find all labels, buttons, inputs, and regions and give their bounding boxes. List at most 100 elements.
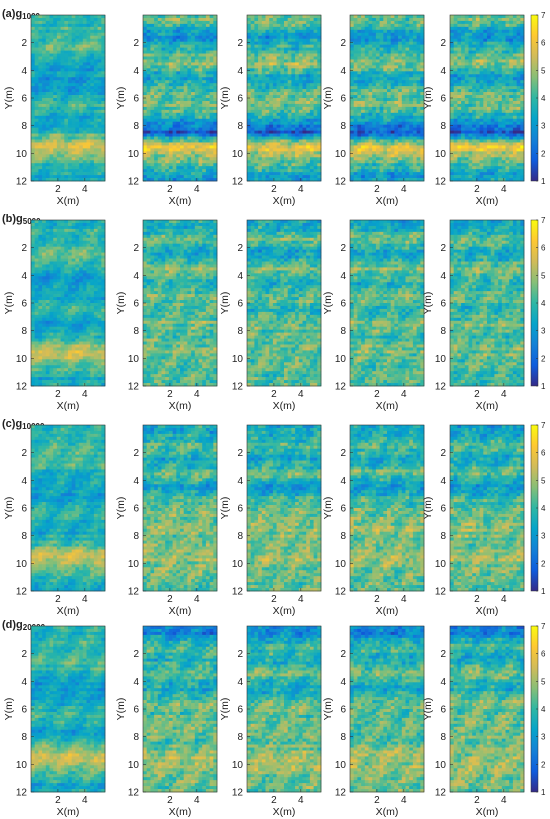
heatmap-cell (162, 83, 166, 86)
heatmap-cell (509, 71, 513, 74)
heatmap-cell (277, 119, 281, 122)
heatmap-cell (206, 172, 210, 175)
heatmap-cell (199, 68, 203, 71)
heatmap-cell (277, 140, 281, 143)
heatmap-cell (191, 42, 195, 45)
heatmap-cell (461, 74, 465, 77)
heatmap-cell (143, 54, 147, 57)
heatmap-cell (357, 36, 361, 39)
heatmap-cell (87, 101, 91, 104)
heatmap-cell (72, 151, 76, 154)
heatmap-cell (513, 48, 517, 51)
heatmap-cell (31, 137, 35, 140)
heatmap-cell (291, 54, 295, 57)
heatmap-cell (465, 65, 469, 68)
heatmap-cell (273, 24, 277, 27)
heatmap-cell (350, 39, 354, 42)
heatmap-cell (173, 137, 177, 140)
heatmap-cell (90, 92, 94, 95)
heatmap-cell (394, 68, 398, 71)
heatmap-cell (417, 77, 421, 80)
heatmap-cell (406, 48, 410, 51)
heatmap-cell (61, 62, 65, 65)
heatmap-cell (365, 113, 369, 116)
heatmap-cell (480, 30, 484, 33)
heatmap-cell (465, 15, 469, 18)
heatmap-cell (376, 62, 380, 65)
heatmap-cell (295, 148, 299, 151)
heatmap-cell (173, 157, 177, 160)
heatmap-cell (266, 42, 270, 45)
heatmap-cell (299, 18, 303, 21)
heatmap-cell (357, 86, 361, 89)
heatmap-cell (98, 119, 102, 122)
heatmap-cell (202, 92, 206, 95)
heatmap-cell (31, 77, 35, 80)
heatmap-cell (206, 24, 210, 27)
heatmap-cell (480, 68, 484, 71)
heatmap-cell (262, 59, 266, 62)
heatmap-cell (206, 122, 210, 125)
heatmap-cell (277, 163, 281, 166)
heatmap-cell (391, 86, 395, 89)
heatmap-cell (195, 116, 199, 119)
heatmap-cell (394, 163, 398, 166)
heatmap-cell (165, 134, 169, 137)
heatmap-cell (295, 128, 299, 131)
heatmap-cell (64, 65, 68, 68)
heatmap-cell (365, 18, 369, 21)
heatmap-cell (154, 134, 158, 137)
heatmap-cell (206, 151, 210, 154)
heatmap-cell (94, 45, 98, 48)
heatmap-cell (64, 145, 68, 148)
heatmap-cell (202, 104, 206, 107)
heatmap-cell (376, 154, 380, 157)
heatmap-cell (68, 148, 72, 151)
heatmap-cell (387, 154, 391, 157)
heatmap-cell (199, 36, 203, 39)
heatmap-cell (413, 24, 417, 27)
heatmap-cell (469, 51, 473, 54)
y-tick-label: 12 (335, 177, 347, 188)
heatmap-cell (406, 65, 410, 68)
heatmap-cell (150, 142, 154, 145)
heatmap-cell (53, 36, 57, 39)
heatmap-cell (450, 59, 454, 62)
heatmap-cell (288, 54, 292, 57)
heatmap-cell (394, 160, 398, 163)
heatmap-cell (46, 142, 50, 145)
heatmap-cell (254, 110, 258, 113)
heatmap-cell (369, 92, 373, 95)
heatmap-cell (57, 33, 61, 36)
heatmap-cell (380, 18, 384, 21)
heatmap-cell (402, 110, 406, 113)
heatmap-cell (306, 104, 310, 107)
heatmap-cell (413, 62, 417, 65)
heatmap-cell (169, 51, 173, 54)
heatmap-cell (143, 30, 147, 33)
heatmap-cell (277, 27, 281, 30)
heatmap-cell (61, 68, 65, 71)
heatmap-cell (350, 83, 354, 86)
heatmap-cell (79, 131, 83, 134)
heatmap-cell (258, 119, 262, 122)
heatmap-cell (372, 145, 376, 148)
heatmap-cell (165, 142, 169, 145)
heatmap-cell (476, 15, 480, 18)
heatmap-cell (75, 15, 79, 18)
heatmap-cell (391, 140, 395, 143)
heatmap-cell (273, 175, 277, 178)
heatmap-cell (266, 21, 270, 24)
heatmap-cell (210, 101, 214, 104)
heatmap-cell (291, 154, 295, 157)
heatmap-cell (180, 36, 184, 39)
heatmap-cell (173, 163, 177, 166)
heatmap-cell (50, 80, 54, 83)
heatmap-cell (72, 42, 76, 45)
heatmap-cell (195, 83, 199, 86)
heatmap-cell (284, 80, 288, 83)
heatmap-cell (469, 77, 473, 80)
heatmap-cell (64, 39, 68, 42)
heatmap-cell (147, 175, 151, 178)
heatmap-cell (277, 89, 281, 92)
